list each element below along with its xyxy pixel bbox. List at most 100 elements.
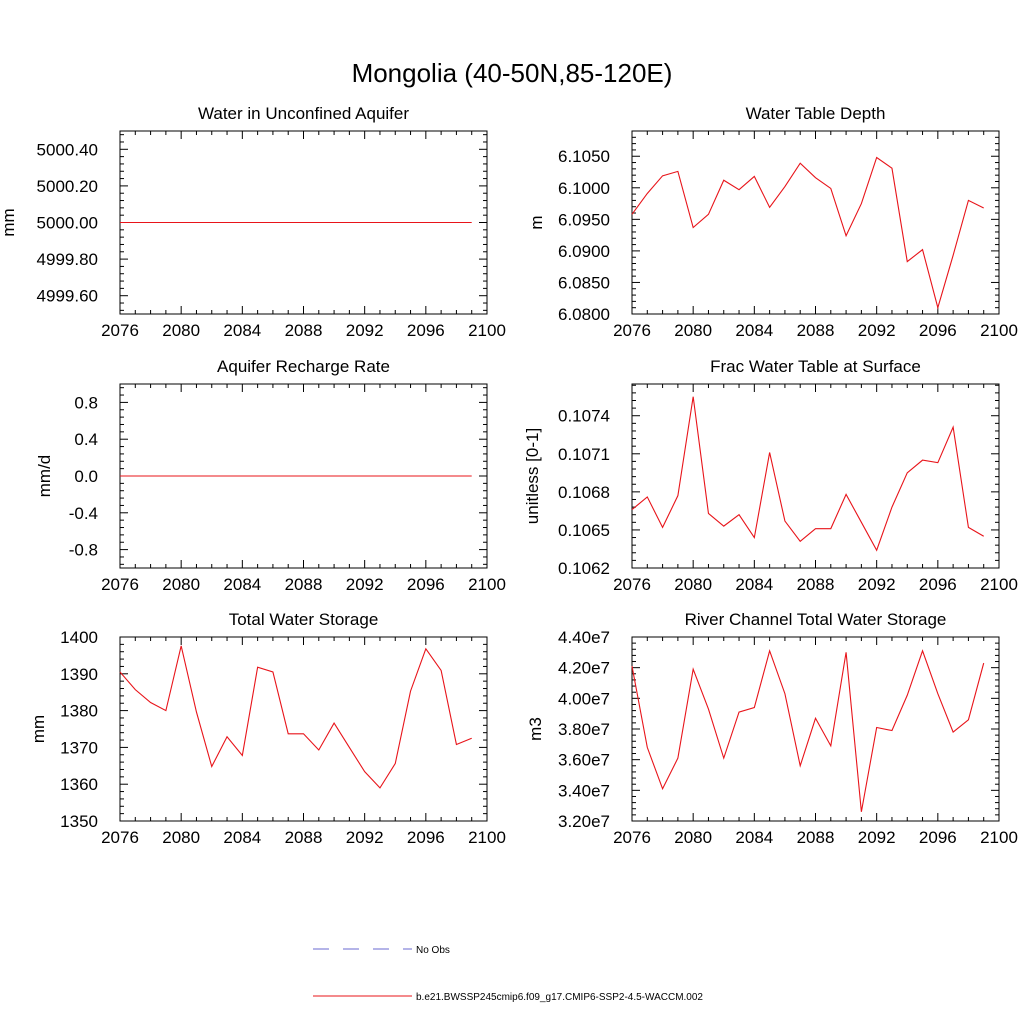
x-tick-label: 2084 (735, 575, 773, 594)
y-tick-label: 4.20e7 (558, 659, 610, 678)
y-tick-label: 3.80e7 (558, 720, 610, 739)
x-tick-label: 2096 (407, 321, 445, 340)
y-tick-label: 1390 (60, 665, 98, 684)
panels: Water in Unconfined Aquifer mm 2076 2080 208… (0, 104, 1018, 847)
x-tick-label: 2084 (223, 828, 261, 847)
legend-item-model-run: b.e21.BWSSP245cmip6.f09_g17.CMIP6-SSP2-4… (313, 992, 703, 1003)
x-tick-label: 2100 (468, 828, 506, 847)
y-tick-label: 1400 (60, 628, 98, 647)
x-tick-label: 2096 (919, 321, 957, 340)
y-axis-label: mm (0, 208, 18, 236)
x-tick-label: 2088 (797, 321, 835, 340)
figure-title: Mongolia (40-50N,85-120E) (352, 58, 673, 88)
y-tick-label: -0.8 (69, 541, 98, 560)
x-tick-label: 2100 (980, 828, 1018, 847)
y-tick-label: 6.1000 (558, 179, 610, 198)
y-tick-label: 6.1050 (558, 147, 610, 166)
x-tick-label: 2092 (346, 321, 384, 340)
x-tick-label: 2084 (735, 321, 773, 340)
x-tick-label: 2096 (919, 828, 957, 847)
x-tick-label: 2076 (613, 828, 651, 847)
series-line-1 (631, 396, 984, 552)
y-axis-label: m (527, 215, 546, 229)
panel-title: Frac Water Table at Surface (710, 357, 921, 376)
x-tick-label: 2092 (858, 575, 896, 594)
y-tick-label: 4999.60 (37, 287, 98, 306)
y-axis-label: unitless [0-1] (523, 428, 542, 524)
x-tick-label: 2080 (162, 828, 200, 847)
panel-title: Water Table Depth (746, 104, 886, 123)
chart-panel-3: Aquifer Recharge Rate mm/d 2076 2080 2084 208… (35, 357, 506, 594)
x-tick-label: 2096 (919, 575, 957, 594)
y-tick-label: -0.4 (69, 504, 98, 523)
x-tick-label: 2084 (735, 828, 773, 847)
y-tick-label: 0.1071 (558, 445, 610, 464)
y-tick-label: 0.1062 (558, 559, 610, 578)
x-tick-label: 2080 (162, 321, 200, 340)
x-tick-label: 2088 (285, 575, 323, 594)
y-tick-label: 1380 (60, 702, 98, 721)
y-tick-label: 5000.40 (37, 140, 98, 159)
x-tick-label: 2100 (468, 321, 506, 340)
chart-panel-6: River Channel Total Water Storage m3 2076 2… (526, 610, 1018, 847)
x-tick-label: 2100 (468, 575, 506, 594)
y-axis-label: mm (29, 715, 48, 743)
y-tick-label: 1360 (60, 775, 98, 794)
series-line-1 (631, 156, 984, 310)
x-tick-label: 2092 (858, 828, 896, 847)
x-tick-label: 2080 (674, 321, 712, 340)
y-tick-label: 3.20e7 (558, 812, 610, 831)
chart-panel-5: Total Water Storage mm 2076 2080 2084 2088 209… (29, 610, 506, 847)
x-tick-label: 2076 (101, 828, 139, 847)
x-tick-label: 2092 (346, 828, 384, 847)
x-tick-label: 2080 (674, 828, 712, 847)
x-tick-label: 2096 (407, 828, 445, 847)
y-tick-label: 0.8 (74, 393, 98, 412)
x-tick-label: 2100 (980, 321, 1018, 340)
x-tick-label: 2092 (858, 321, 896, 340)
plot-frame (119, 636, 488, 822)
y-tick-label: 5000.00 (37, 214, 98, 233)
y-tick-label: 0.1068 (558, 483, 610, 502)
x-tick-label: 2088 (285, 828, 323, 847)
x-tick-label: 2076 (101, 575, 139, 594)
y-tick-label: 4.00e7 (558, 689, 610, 708)
y-tick-label: 0.1065 (558, 521, 610, 540)
x-tick-label: 2080 (674, 575, 712, 594)
x-tick-label: 2076 (613, 321, 651, 340)
chart-panel-1: Water in Unconfined Aquifer mm 2076 2080 208… (0, 104, 506, 340)
x-tick-label: 2080 (162, 575, 200, 594)
series-line-1 (631, 648, 985, 812)
x-tick-label: 2092 (346, 575, 384, 594)
y-tick-label: 6.0800 (558, 305, 610, 324)
plot-frame (631, 636, 1000, 822)
legend: No Obs b.e21.BWSSP245cmip6.f09_g17.CMIP6… (313, 945, 703, 1003)
x-tick-label: 2084 (223, 575, 261, 594)
x-tick-label: 2084 (223, 321, 261, 340)
y-tick-label: 4.40e7 (558, 628, 610, 647)
y-tick-label: 5000.20 (37, 177, 98, 196)
x-tick-label: 2076 (101, 321, 139, 340)
legend-item-no-obs: No Obs (313, 945, 450, 956)
chart-panel-2: Water Table Depth m 2076 2080 2084 2088 2092 20… (527, 104, 1018, 340)
y-tick-label: 0.1074 (558, 407, 610, 426)
y-tick-label: 6.0900 (558, 242, 610, 261)
x-tick-label: 2100 (980, 575, 1018, 594)
y-tick-label: 1350 (60, 812, 98, 831)
x-tick-label: 2088 (285, 321, 323, 340)
panel-title: Water in Unconfined Aquifer (198, 104, 409, 123)
panel-title: Total Water Storage (229, 610, 379, 629)
y-tick-label: 4999.80 (37, 250, 98, 269)
y-tick-label: 0.0 (74, 467, 98, 486)
x-tick-label: 2076 (613, 575, 651, 594)
x-tick-label: 2088 (797, 575, 835, 594)
x-tick-label: 2096 (407, 575, 445, 594)
y-axis-label: m3 (526, 717, 545, 741)
y-tick-label: 0.4 (74, 430, 98, 449)
series-line-1 (119, 645, 472, 789)
y-tick-label: 3.60e7 (558, 751, 610, 770)
legend-label-no-obs: No Obs (416, 945, 450, 956)
y-tick-label: 3.40e7 (558, 781, 610, 800)
y-tick-label: 6.0950 (558, 210, 610, 229)
